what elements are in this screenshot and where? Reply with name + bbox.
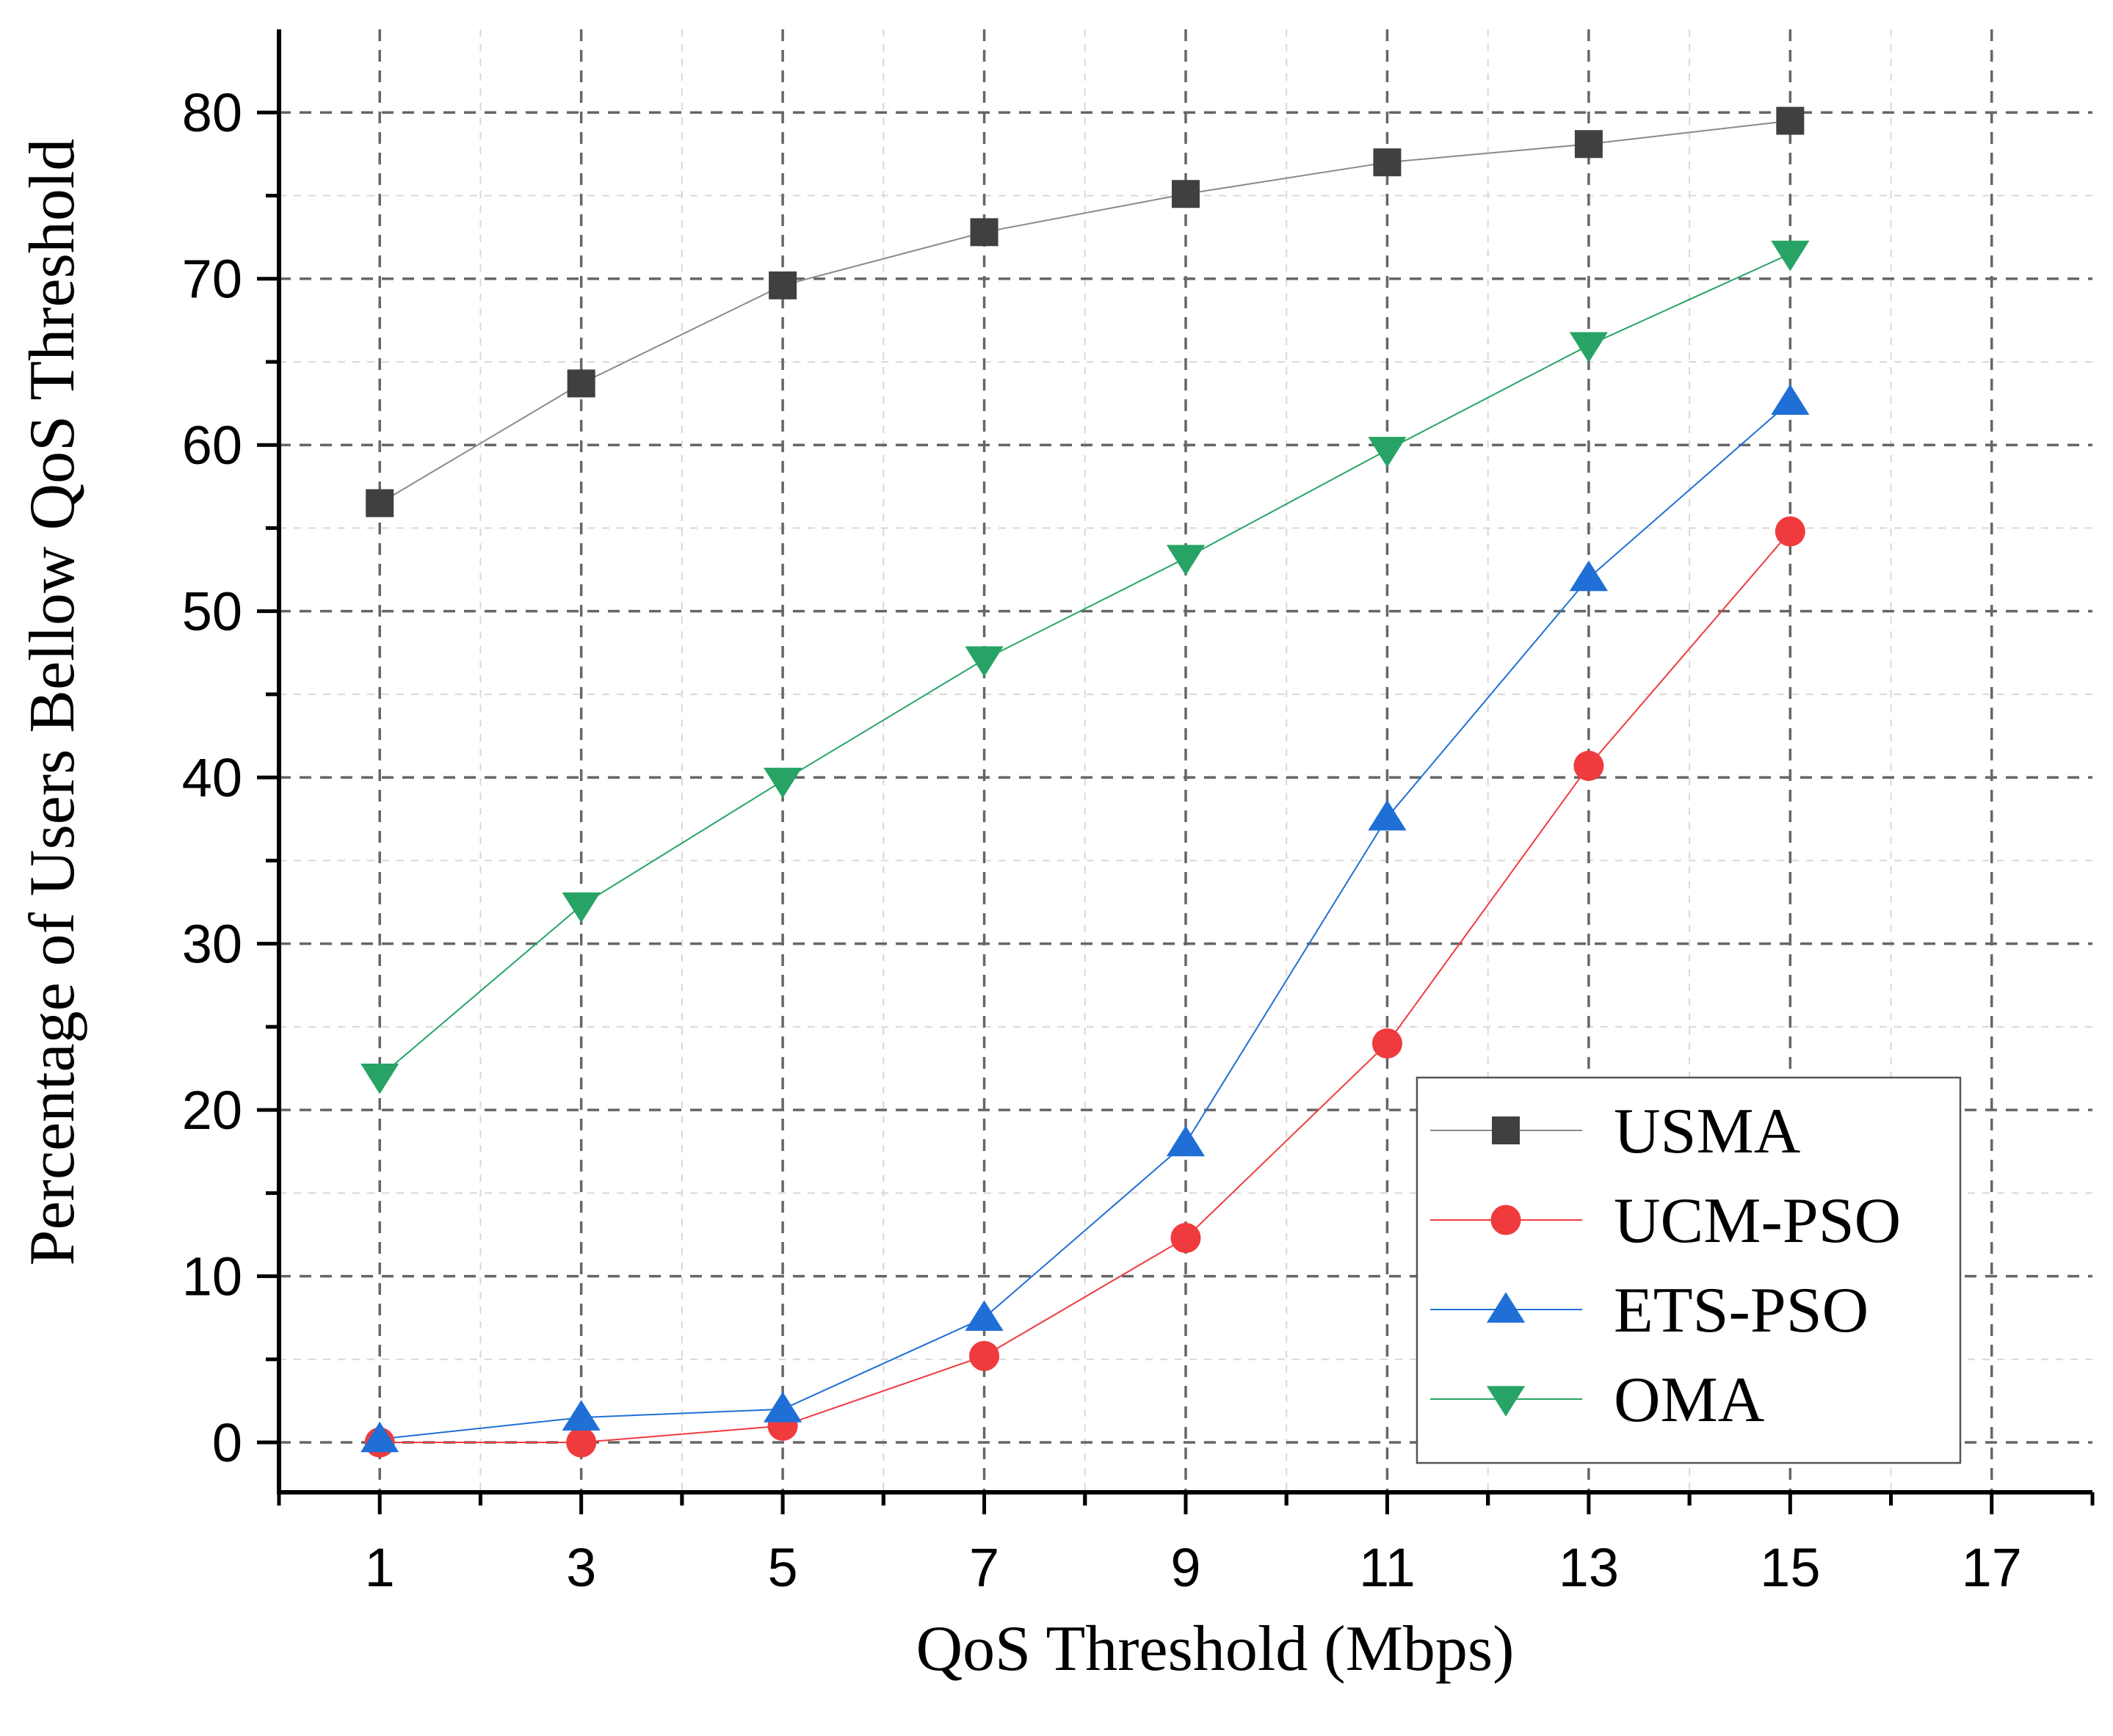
data-point-ets-pso xyxy=(360,1421,399,1453)
data-point-usma xyxy=(567,369,595,398)
series-line-oma xyxy=(379,253,1791,1078)
series-line-ucm-pso xyxy=(380,531,1791,1444)
x-tick-label: 11 xyxy=(1359,1537,1416,1598)
data-point-oma xyxy=(965,646,1004,678)
data-point-ucm-pso xyxy=(1371,1028,1402,1059)
legend-label-ucm-pso: UCM-PSO xyxy=(1614,1185,1901,1257)
data-point-ets-pso xyxy=(1569,560,1609,592)
x-tick-label: 1 xyxy=(365,1537,395,1598)
x-tick-label: 9 xyxy=(1170,1537,1200,1598)
data-point-usma xyxy=(1574,130,1603,159)
data-point-oma xyxy=(562,892,601,923)
series-line-usma xyxy=(379,120,1791,504)
legend-label-ets-pso: ETS-PSO xyxy=(1614,1275,1869,1346)
data-point-ucm-pso xyxy=(1573,750,1604,781)
y-tick-label: 50 xyxy=(182,581,242,642)
data-point-ets-pso xyxy=(763,1392,802,1423)
data-point-usma xyxy=(1172,180,1200,208)
x-tick-label: 13 xyxy=(1559,1537,1619,1598)
y-tick-label: 40 xyxy=(182,747,242,808)
data-point-oma xyxy=(1166,545,1206,575)
y-tick-label: 30 xyxy=(182,914,242,975)
data-point-ucm-pso xyxy=(566,1427,597,1458)
x-tick-label: 15 xyxy=(1760,1537,1820,1598)
y-tick-label: 0 xyxy=(212,1412,242,1473)
data-point-oma xyxy=(1368,437,1407,468)
y-tick-label: 20 xyxy=(182,1080,242,1141)
data-point-ets-pso xyxy=(1166,1125,1206,1157)
legend: USMA UCM-PSO ETS-PSO OMA xyxy=(1416,1076,1962,1464)
y-tick-label: 70 xyxy=(182,249,242,310)
data-point-usma xyxy=(1373,148,1402,177)
legend-marker-usma xyxy=(1492,1116,1520,1144)
data-point-usma xyxy=(970,218,998,247)
data-point-oma xyxy=(360,1063,399,1094)
data-point-usma xyxy=(1776,106,1805,135)
series-line-ets-pso xyxy=(380,401,1791,1440)
legend-label-oma: OMA xyxy=(1614,1365,1764,1436)
y-tick-label: 10 xyxy=(182,1246,242,1307)
data-point-oma xyxy=(763,767,802,799)
data-point-ets-pso xyxy=(965,1300,1004,1332)
x-tick-label: 17 xyxy=(1962,1537,2022,1598)
data-point-ucm-pso xyxy=(1775,516,1805,547)
data-point-ets-pso xyxy=(1368,799,1407,831)
x-tick-label: 7 xyxy=(969,1537,999,1598)
data-point-oma xyxy=(1771,240,1810,272)
data-point-oma xyxy=(1569,332,1609,363)
data-point-ucm-pso xyxy=(1170,1222,1201,1254)
y-axis-title: Percentage of Users Bellow QoS Threshold xyxy=(17,139,88,1266)
y-tick-label: 60 xyxy=(182,415,242,476)
data-point-usma xyxy=(366,489,394,517)
y-tick-label: 80 xyxy=(182,82,242,143)
legend-marker-oma xyxy=(1486,1386,1526,1417)
legend-marker-ets-pso xyxy=(1486,1292,1526,1323)
x-tick-label: 3 xyxy=(566,1537,596,1598)
data-point-ucm-pso xyxy=(969,1340,1000,1371)
data-point-usma xyxy=(769,271,797,299)
x-axis-title: QoS Threshold (Mbps) xyxy=(916,1613,1515,1685)
series xyxy=(360,106,1810,1458)
data-point-ets-pso xyxy=(562,1400,601,1431)
legend-label-usma: USMA xyxy=(1614,1096,1800,1167)
x-tick-label: 5 xyxy=(768,1537,798,1598)
data-point-ets-pso xyxy=(1771,384,1810,415)
legend-marker-ucm-pso xyxy=(1490,1205,1521,1235)
